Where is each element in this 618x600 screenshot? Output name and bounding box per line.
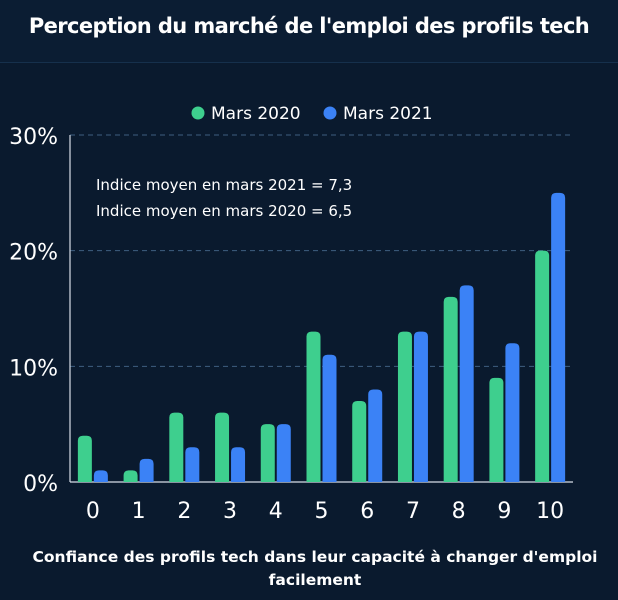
bar-mars-2020-10 bbox=[535, 250, 550, 482]
x-tick-label: 8 bbox=[452, 499, 466, 524]
bar-mars-2021-10 bbox=[551, 192, 566, 483]
bar-mars-2021-3 bbox=[231, 447, 246, 482]
x-tick-label: 4 bbox=[269, 499, 283, 524]
bar-mars-2020-6 bbox=[352, 401, 367, 482]
bar-mars-2021-8 bbox=[459, 285, 474, 482]
bar-mars-2021-0 bbox=[93, 470, 108, 482]
bar-mars-2021-5 bbox=[322, 354, 337, 482]
bar-mars-2021-4 bbox=[276, 424, 291, 482]
bar-mars-2021-6 bbox=[368, 389, 383, 482]
x-tick-label: 7 bbox=[406, 499, 420, 524]
bar-mars-2020-3 bbox=[215, 412, 230, 482]
y-tick-label: 10% bbox=[9, 356, 58, 381]
bar-mars-2020-9 bbox=[489, 377, 504, 482]
bar-mars-2020-7 bbox=[397, 331, 412, 482]
bar-mars-2021-1 bbox=[139, 458, 154, 482]
legend-label: Mars 2021 bbox=[343, 104, 433, 124]
legend-swatch bbox=[323, 106, 337, 120]
bar-mars-2020-1 bbox=[123, 470, 138, 482]
chart-title: Perception du marché de l'emploi des pro… bbox=[28, 14, 590, 38]
x-tick-label: 1 bbox=[132, 499, 146, 524]
bar-mars-2020-2 bbox=[169, 412, 184, 482]
bar-mars-2020-8 bbox=[443, 296, 458, 482]
y-tick-label: 0% bbox=[23, 472, 58, 497]
x-tick-label: 3 bbox=[223, 499, 237, 524]
annotation-text: Indice moyen en mars 2021 = 7,3 bbox=[96, 176, 352, 194]
bar-mars-2020-0 bbox=[77, 435, 92, 482]
y-tick-label: 20% bbox=[9, 241, 58, 266]
bar-mars-2021-9 bbox=[505, 343, 520, 482]
x-tick-label: 2 bbox=[177, 499, 191, 524]
legend-swatch bbox=[191, 106, 205, 120]
legend-label: Mars 2020 bbox=[211, 104, 301, 124]
x-axis-title: Confiance des profils tech dans leur cap… bbox=[32, 548, 598, 589]
x-tick-label: 10 bbox=[536, 499, 564, 524]
title-bar: Perception du marché de l'emploi des pro… bbox=[0, 0, 618, 63]
annotation-text: Indice moyen en mars 2020 = 6,5 bbox=[96, 202, 352, 220]
bar-mars-2020-5 bbox=[306, 331, 321, 482]
bar-mars-2021-2 bbox=[185, 447, 200, 482]
x-tick-label: 9 bbox=[497, 499, 511, 524]
x-tick-label: 6 bbox=[360, 499, 374, 524]
x-tick-label: 0 bbox=[86, 499, 100, 524]
x-tick-label: 5 bbox=[315, 499, 329, 524]
bar-mars-2021-7 bbox=[413, 331, 428, 482]
y-tick-label: 30% bbox=[9, 125, 58, 150]
bar-mars-2020-4 bbox=[260, 424, 275, 482]
